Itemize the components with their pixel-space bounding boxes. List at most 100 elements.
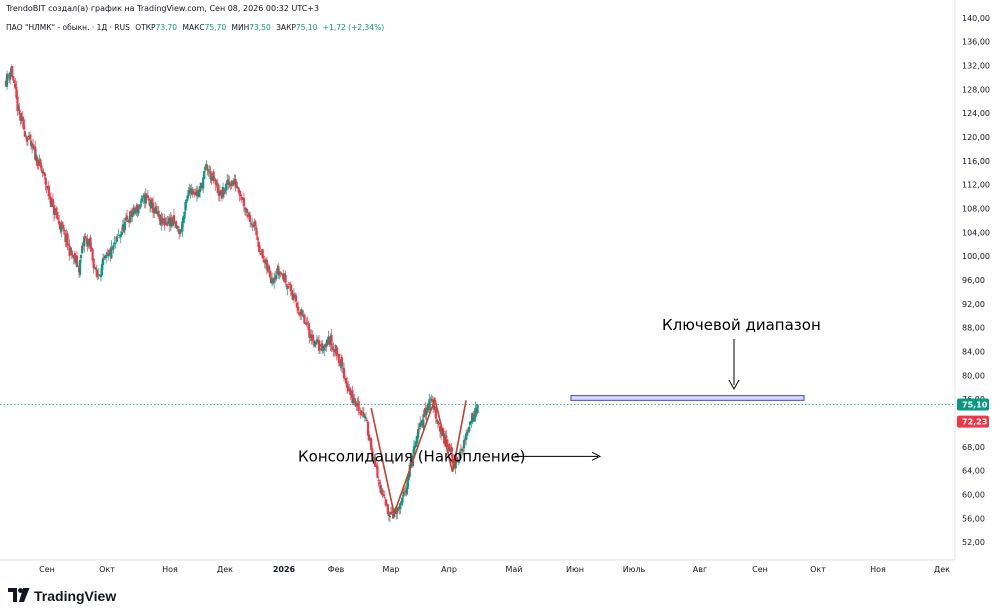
candle-body (255, 227, 258, 236)
candle-body (377, 479, 380, 481)
candle-body (277, 266, 280, 275)
candle-body (97, 274, 100, 276)
y-tick-label: 116,00 (962, 157, 990, 166)
symbol-name[interactable]: ПАО "НЛМК" - обыкн. · 1Д · RUS (6, 23, 130, 32)
candle-body (389, 511, 393, 515)
candle-body (41, 170, 44, 174)
candle-body (466, 431, 469, 436)
y-tick-label: 124,00 (962, 109, 990, 118)
candle-body (32, 144, 35, 149)
candle-body (397, 507, 400, 511)
candle-body (286, 286, 289, 289)
candle-body (313, 345, 316, 347)
candle-body (288, 283, 291, 285)
candle-body (362, 413, 365, 418)
candle-body (51, 199, 55, 205)
candle-body (458, 451, 461, 459)
y-tick-label: 140,00 (962, 14, 990, 23)
last-price-badge (957, 398, 989, 411)
candle-body (205, 164, 208, 166)
candle-body (326, 340, 329, 346)
consolidation-arrow-head (591, 451, 602, 461)
candle-body (207, 170, 210, 172)
candle-body (262, 259, 265, 262)
candle-body (323, 345, 326, 351)
key-range-label: Ключевой диапазон (662, 316, 821, 334)
candle-body (81, 245, 84, 254)
candle-body (418, 427, 421, 430)
open-value: 73,70 (155, 23, 178, 32)
candle-body (203, 170, 206, 179)
candle-body (83, 236, 86, 247)
y-tick-label: 136,00 (962, 38, 990, 47)
price-marker-label: 72,23 (962, 418, 987, 427)
candle-body (225, 183, 228, 191)
candle-body (424, 407, 427, 416)
candle-body (387, 512, 391, 517)
candle-body (373, 456, 376, 460)
candle-body (448, 444, 451, 452)
candle-body (245, 208, 249, 213)
candle-body (445, 435, 448, 439)
candle-body (144, 193, 147, 204)
y-tick-label: 56,00 (962, 514, 985, 523)
candle-body (390, 511, 394, 513)
candle-body (461, 450, 465, 452)
candle-body (47, 185, 50, 197)
candle-body (202, 177, 205, 189)
candle-body (451, 454, 454, 464)
candle-body (150, 199, 154, 202)
candle-body (279, 271, 282, 274)
candle-body (125, 215, 129, 220)
candle-body (287, 284, 290, 285)
candle-body (345, 378, 348, 384)
candle-body (6, 74, 10, 77)
candle-body (181, 221, 184, 232)
candle-body (396, 510, 399, 514)
candle-body (184, 202, 187, 211)
candle-body (237, 187, 240, 193)
double-bottom-pattern (370, 396, 467, 517)
candle-body (307, 323, 310, 331)
candle-body (256, 236, 259, 240)
candle-body (258, 245, 261, 253)
candle-body (23, 131, 26, 137)
candle-body (246, 214, 250, 217)
candle-body (80, 254, 83, 258)
candle-body (182, 217, 185, 223)
x-tick-label: Сен (752, 565, 768, 574)
candle-body (157, 211, 160, 217)
candle-body (322, 350, 325, 351)
x-tick-label: Июль (623, 565, 646, 574)
candle-body (234, 179, 237, 188)
x-tick-label: Ноя (870, 565, 886, 574)
candle-body (379, 485, 382, 493)
candle-body (314, 341, 317, 345)
x-tick-label: Дек (217, 565, 233, 574)
tradingview-brand[interactable]: TradingView (34, 588, 117, 604)
candle-body (473, 415, 476, 422)
price-axis-panel[interactable] (955, 0, 1000, 578)
candle-body (290, 290, 293, 295)
candle-body (312, 340, 315, 346)
candle-body (457, 460, 460, 463)
candle-body (376, 465, 379, 478)
candle-body (152, 202, 155, 213)
candle-body (399, 503, 402, 510)
candle-body (385, 503, 388, 506)
candle-body (166, 221, 169, 225)
y-tick-label: 80,00 (962, 371, 985, 380)
candle-body (250, 222, 253, 224)
y-tick-label: 100,00 (962, 252, 990, 261)
candle-body (204, 166, 207, 170)
change-value: +1,72 (+2,34%) (322, 23, 385, 32)
candle-body (78, 259, 82, 275)
candle-body (261, 249, 264, 259)
candle-body (186, 195, 189, 201)
candle-body (297, 306, 300, 311)
candle-body (378, 482, 381, 485)
tradingview-logo-icon[interactable] (8, 586, 30, 604)
candle-body (185, 199, 188, 203)
candle-body (325, 344, 328, 348)
